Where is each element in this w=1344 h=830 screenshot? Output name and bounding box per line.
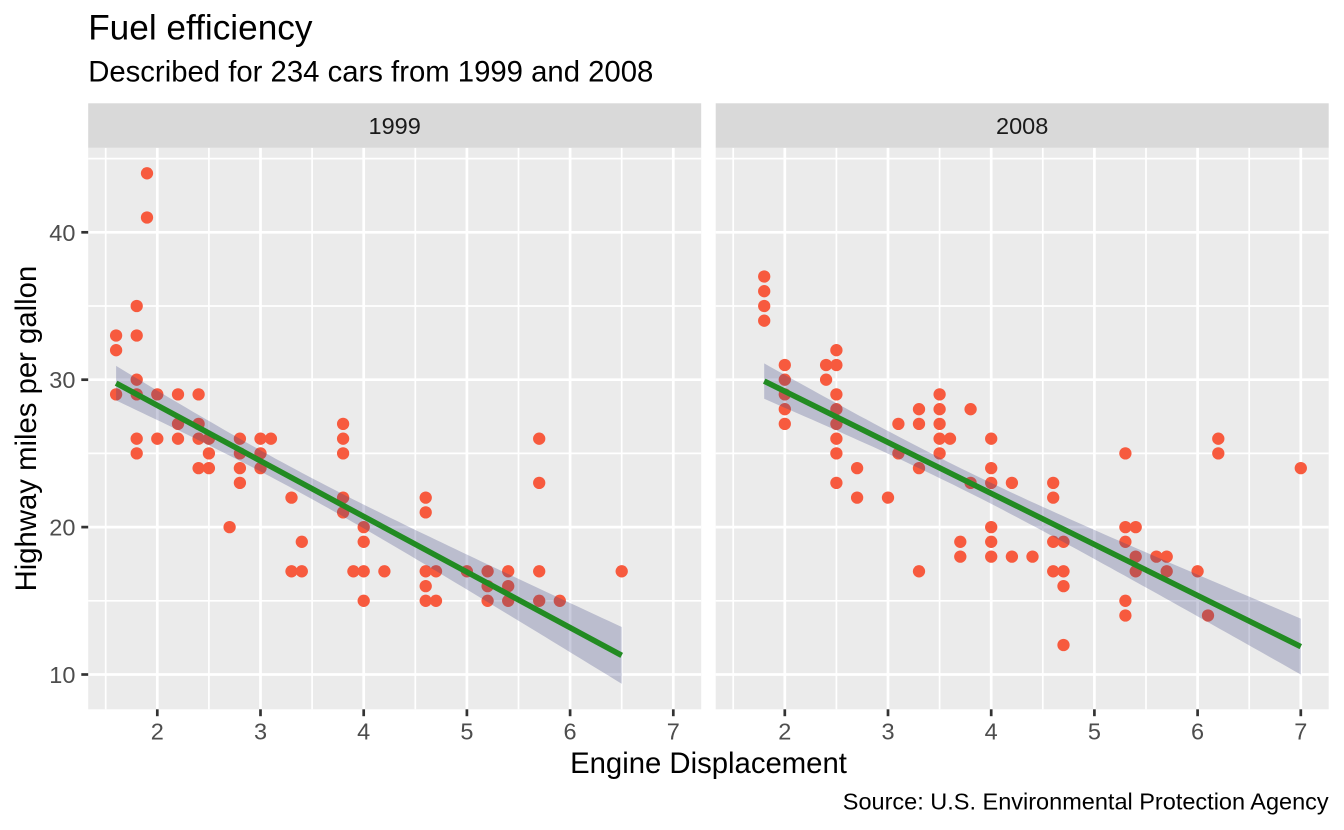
svg-text:2008: 2008 <box>996 113 1048 139</box>
svg-text:7: 7 <box>1294 718 1307 744</box>
svg-text:7: 7 <box>667 718 680 744</box>
svg-text:Engine Displacement: Engine Displacement <box>570 747 847 780</box>
svg-text:3: 3 <box>881 718 894 744</box>
svg-text:6: 6 <box>1191 718 1204 744</box>
svg-text:30: 30 <box>49 367 75 393</box>
svg-text:5: 5 <box>1088 718 1101 744</box>
svg-text:2: 2 <box>778 718 791 744</box>
svg-text:40: 40 <box>49 220 75 246</box>
svg-text:2: 2 <box>151 718 164 744</box>
svg-text:10: 10 <box>49 662 75 688</box>
svg-text:4: 4 <box>985 718 998 744</box>
svg-text:Highway miles per gallon: Highway miles per gallon <box>10 266 43 592</box>
svg-text:6: 6 <box>564 718 577 744</box>
svg-text:Source: U.S. Environmental Pro: Source: U.S. Environmental Protection Ag… <box>843 789 1329 815</box>
svg-text:1999: 1999 <box>369 113 421 139</box>
svg-text:5: 5 <box>460 718 473 744</box>
svg-text:3: 3 <box>254 718 267 744</box>
svg-text:Described for 234 cars from 19: Described for 234 cars from 1999 and 200… <box>88 56 653 89</box>
svg-text:20: 20 <box>49 515 75 541</box>
svg-text:Fuel efficiency: Fuel efficiency <box>88 9 313 48</box>
svg-text:4: 4 <box>357 718 370 744</box>
